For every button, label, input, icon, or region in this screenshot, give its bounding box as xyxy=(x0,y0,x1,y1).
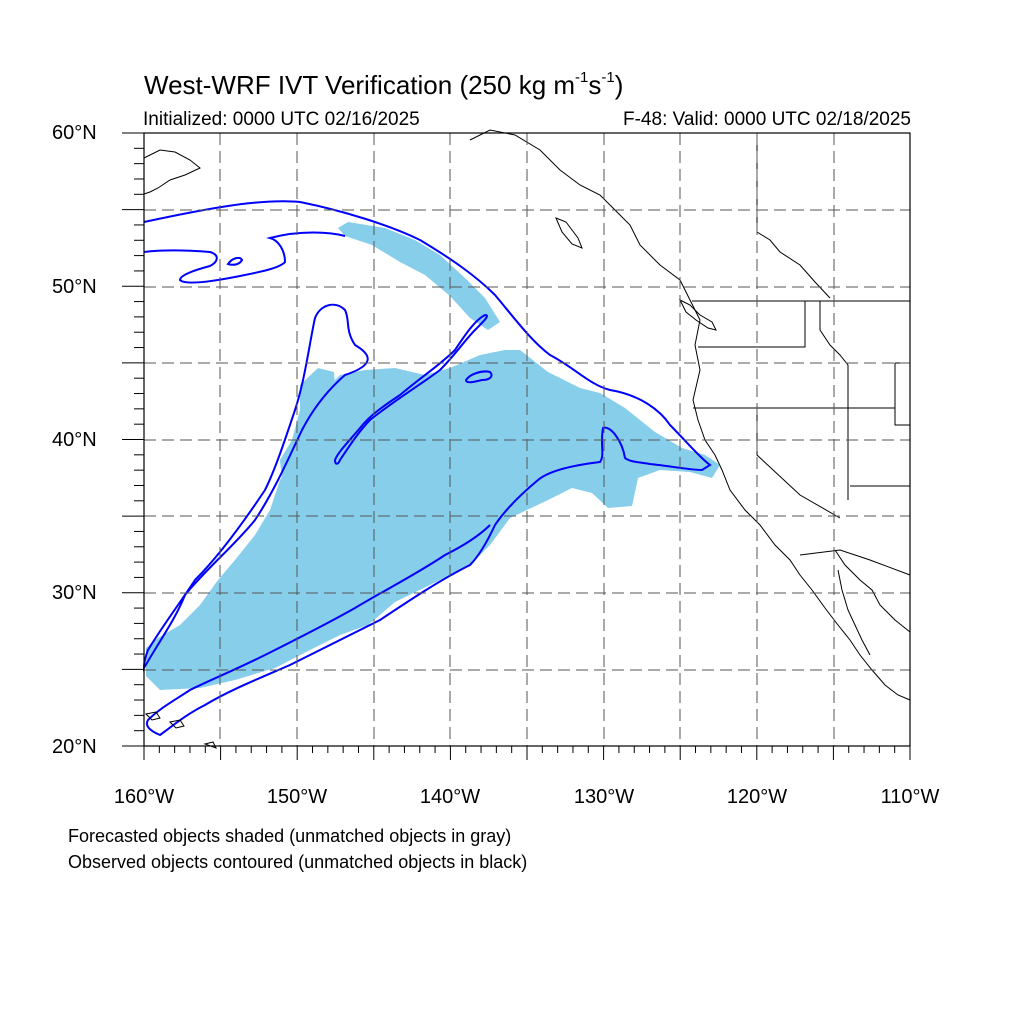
lon-label-130w: 130°W xyxy=(573,786,635,808)
gridlines xyxy=(144,133,910,746)
forecast-object-north-band xyxy=(338,222,500,330)
coastline-haida-gwaii xyxy=(555,217,583,249)
border-california-nevada xyxy=(756,408,841,519)
lat-label-30: 30°N xyxy=(52,582,97,604)
lat-label-60: 60°N xyxy=(52,122,97,144)
axis-ticks xyxy=(122,132,911,760)
observed-contour-outer xyxy=(143,200,712,737)
border-idaho xyxy=(819,301,849,408)
lon-label-160w: 160°W xyxy=(113,786,175,808)
observed-contour-loop-west xyxy=(143,231,346,284)
coastlines xyxy=(143,129,911,749)
observed-contours xyxy=(142,200,712,737)
coastline-gulf-california xyxy=(834,549,911,633)
forecast-objects xyxy=(146,222,720,690)
map-title: West-WRF IVT Verification (250 kg m-1s-1… xyxy=(144,69,624,100)
border-us-mexico xyxy=(799,549,911,576)
border-alaska-canada xyxy=(756,133,831,299)
coastline-hawaii xyxy=(144,711,218,749)
coastline-baja-west xyxy=(837,569,871,656)
lon-label-110w: 110°W xyxy=(880,786,940,808)
lat-label-20: 20°N xyxy=(52,736,97,758)
valid-time: F-48: Valid: 0000 UTC 02/18/2025 xyxy=(623,109,911,130)
footnote-forecast: Forecasted objects shaded (unmatched obj… xyxy=(68,826,512,846)
coastline-alaska xyxy=(143,149,201,195)
lat-label-50: 50°N xyxy=(52,276,97,298)
lon-label-140w: 140°W xyxy=(419,786,481,808)
lon-label-120w: 120°W xyxy=(726,786,788,808)
footnote-observed: Observed objects contoured (unmatched ob… xyxy=(68,852,528,872)
lon-label-150w: 150°W xyxy=(266,786,328,808)
forecast-object-main xyxy=(146,350,720,690)
border-montana xyxy=(894,362,910,426)
lat-label-40: 40°N xyxy=(52,429,97,451)
border-washington-oregon xyxy=(698,301,806,348)
observed-contour-inner xyxy=(333,313,488,465)
forecast-object-west-arm xyxy=(280,368,336,480)
coastline-vancouver-island xyxy=(678,298,717,331)
political-borders xyxy=(692,133,911,576)
initialized-time: Initialized: 0000 UTC 02/16/2025 xyxy=(143,109,420,130)
observed-contour-loop-small xyxy=(226,256,244,266)
observed-contour-small-blob xyxy=(464,370,493,384)
observed-contour-main xyxy=(142,303,369,672)
coastline-north-america xyxy=(469,129,911,701)
